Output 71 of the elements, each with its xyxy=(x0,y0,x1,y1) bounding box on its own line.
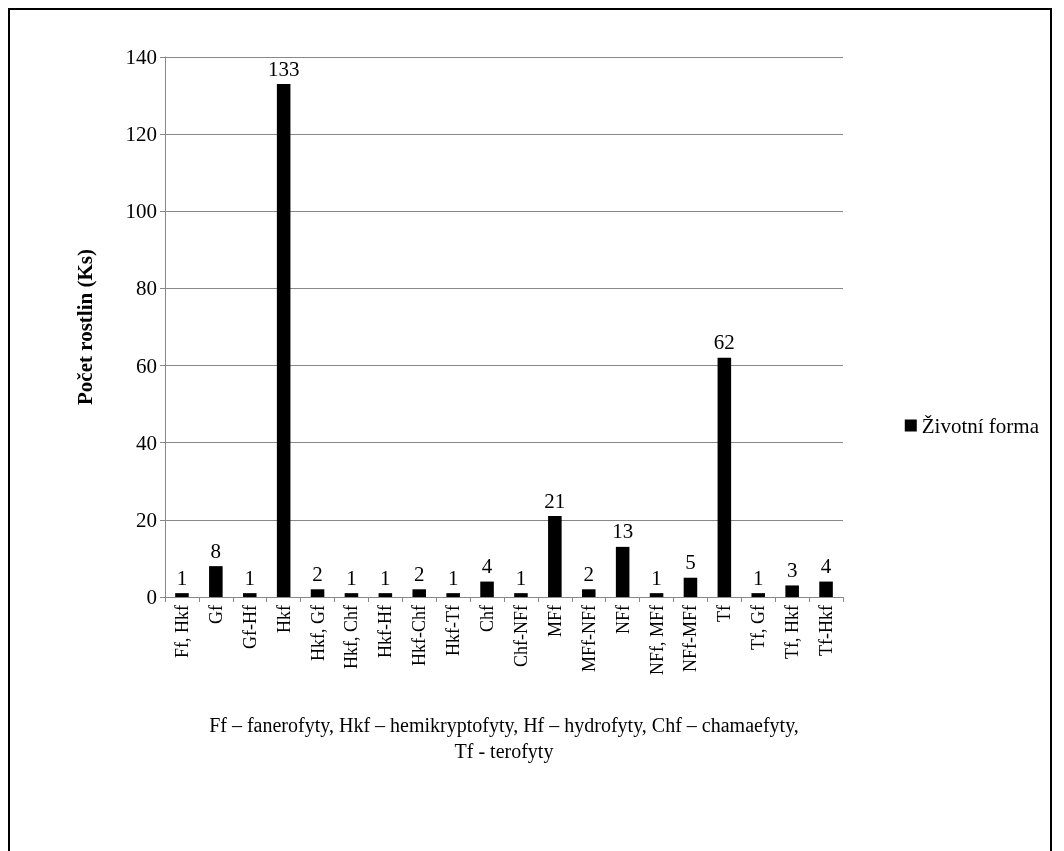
y-tick-label: 120 xyxy=(125,122,157,147)
bar xyxy=(446,593,460,597)
x-tick-label: Gf-Hf xyxy=(239,605,260,649)
y-tick-label: 20 xyxy=(136,507,157,532)
bar xyxy=(514,593,528,597)
x-tick-label: Hkf xyxy=(273,605,294,633)
bar xyxy=(175,593,189,597)
data-label: 1 xyxy=(176,565,188,590)
y-tick-label: 140 xyxy=(125,45,157,69)
x-tick-label: MFf xyxy=(544,605,565,638)
x-tick-label: Hkf, Gf xyxy=(307,605,328,661)
x-tick-label: Tf, Gf xyxy=(748,605,769,650)
y-tick-label: 80 xyxy=(136,276,157,301)
x-axis-title: Ff – fanerofyty, Hkf – hemikryptofyty, Hf – hydrofyty, Chf – chamaefyty, Tf - terofyty xyxy=(209,714,799,763)
data-label: 3 xyxy=(786,557,798,582)
bar xyxy=(276,84,291,597)
data-label: 62 xyxy=(713,330,735,355)
data-label: 1 xyxy=(380,565,391,590)
bar xyxy=(412,589,427,597)
data-label: 2 xyxy=(414,561,425,586)
bar xyxy=(480,581,494,597)
bar xyxy=(717,357,732,597)
x-tick-label: Hkf-Chf xyxy=(409,605,430,666)
bar xyxy=(649,593,664,597)
data-label: 1 xyxy=(753,565,764,590)
x-tick-label: NFf-MFf xyxy=(680,605,701,673)
x-tick-label: NFf, MFf xyxy=(646,605,667,676)
y-tick-label: 0 xyxy=(146,585,157,609)
bar xyxy=(209,566,223,597)
bar xyxy=(819,581,833,597)
data-label: 1 xyxy=(515,565,527,590)
bar xyxy=(344,593,359,597)
x-tick-label: Ff, Hkf xyxy=(171,605,192,658)
bar xyxy=(581,589,596,597)
bar xyxy=(378,593,393,597)
x-tick-label: Tf-Hkf xyxy=(816,605,837,656)
data-label: 1 xyxy=(346,565,357,590)
y-axis-title: Počet rostlin (Ks) xyxy=(72,249,97,405)
bar xyxy=(615,546,630,597)
x-tick-label: NFf xyxy=(612,605,633,635)
data-label: 4 xyxy=(481,554,493,579)
x-tick-label: Tf xyxy=(714,605,735,622)
x-tick-label: Tf, Hkf xyxy=(782,605,803,659)
y-tick-label: 100 xyxy=(125,199,157,224)
y-tick-label: 60 xyxy=(136,353,157,378)
bar xyxy=(242,593,257,597)
data-label: 1 xyxy=(651,565,662,590)
x-tick-label: Hkf-Hf xyxy=(375,605,396,658)
data-label: 1 xyxy=(244,565,255,590)
y-tick-label: 40 xyxy=(136,430,157,455)
data-label: 2 xyxy=(583,561,594,586)
x-tick-label: MFf-NFf xyxy=(578,605,599,673)
data-label: 21 xyxy=(544,488,566,513)
data-label: 2 xyxy=(312,561,323,586)
bar xyxy=(548,516,562,597)
data-label: 13 xyxy=(612,519,634,544)
bar xyxy=(751,593,766,597)
legend-label: Životní forma xyxy=(921,413,1040,438)
x-tick-label: Gf xyxy=(205,605,226,624)
data-label: 133 xyxy=(267,56,300,81)
bar xyxy=(785,585,799,597)
x-tick-label: Hkf, Chf xyxy=(341,605,362,669)
bar xyxy=(683,577,698,597)
data-label: 5 xyxy=(685,550,696,575)
bar xyxy=(310,589,325,597)
data-label: 1 xyxy=(447,565,459,590)
data-label: 4 xyxy=(820,554,832,579)
x-tick-label: Hkf-Tf xyxy=(443,605,464,656)
data-label: 8 xyxy=(210,538,222,563)
x-tick-label: Chf xyxy=(477,604,498,632)
x-tick-label: Chf-NFf xyxy=(510,605,531,667)
